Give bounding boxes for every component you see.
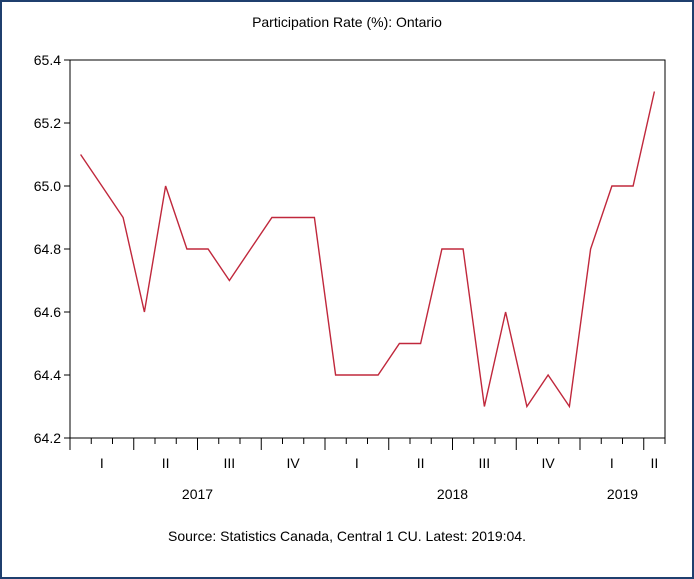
quarter-label: I bbox=[610, 455, 614, 471]
year-label: 2019 bbox=[607, 486, 638, 502]
y-tick-label: 65.0 bbox=[34, 178, 61, 194]
quarter-label: III bbox=[224, 455, 236, 471]
chart-source: Source: Statistics Canada, Central 1 CU.… bbox=[168, 528, 526, 544]
y-tick-label: 64.6 bbox=[34, 304, 61, 320]
y-tick-label: 65.4 bbox=[34, 52, 61, 68]
series-line bbox=[80, 91, 656, 409]
quarter-label: II bbox=[650, 455, 658, 471]
y-tick-label: 64.2 bbox=[34, 430, 61, 446]
chart-title: Participation Rate (%): Ontario bbox=[252, 14, 442, 30]
quarter-label: IV bbox=[542, 455, 556, 471]
quarter-label: I bbox=[355, 455, 359, 471]
quarter-label: III bbox=[479, 455, 491, 471]
y-tick-label: 64.8 bbox=[34, 241, 61, 257]
y-tick-label: 64.4 bbox=[34, 367, 61, 383]
plot-area bbox=[69, 59, 666, 439]
quarter-label: II bbox=[417, 455, 425, 471]
year-label: 2018 bbox=[437, 486, 468, 502]
quarter-label: IV bbox=[287, 455, 301, 471]
year-label: 2017 bbox=[182, 486, 213, 502]
y-tick-label: 65.2 bbox=[34, 115, 61, 131]
quarter-label: I bbox=[100, 455, 104, 471]
quarter-label: II bbox=[162, 455, 170, 471]
